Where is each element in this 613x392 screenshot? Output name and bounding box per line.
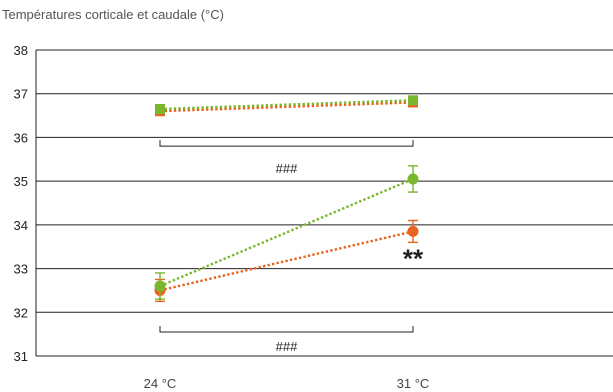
bracket-bottom-label: ### (276, 339, 298, 354)
y-tick-label: 36 (14, 130, 28, 145)
series-line-3 (159, 177, 414, 288)
data-point-circle (154, 280, 166, 292)
y-tick-label: 31 (14, 349, 28, 364)
y-tick-label: 38 (14, 43, 28, 58)
bracket-bottom: ### (159, 325, 414, 354)
y-tick-label: 33 (14, 262, 28, 277)
bracket-top-line (159, 140, 414, 147)
series-line-0 (159, 101, 414, 113)
data-point-circle (407, 225, 419, 237)
data-point-square (408, 95, 418, 106)
bracket-top: ### (159, 140, 414, 176)
y-tick-label: 34 (14, 218, 28, 233)
y-tick-label: 37 (14, 87, 28, 102)
series-line-1 (159, 99, 414, 111)
series-line-2 (159, 230, 414, 292)
x-tick-label: 31 °C (397, 376, 430, 391)
data-point-circle (407, 173, 419, 185)
y-tick-label: 35 (14, 174, 28, 189)
y-tick-label: 32 (14, 305, 28, 320)
significance-mark: ** (403, 243, 424, 273)
x-tick-label: 24 °C (144, 376, 177, 391)
bracket-top-label: ### (276, 161, 298, 176)
data-point-square (155, 104, 165, 115)
bracket-bottom-line (159, 325, 414, 333)
chart-title: Températures corticale et caudale (°C) (2, 7, 224, 22)
